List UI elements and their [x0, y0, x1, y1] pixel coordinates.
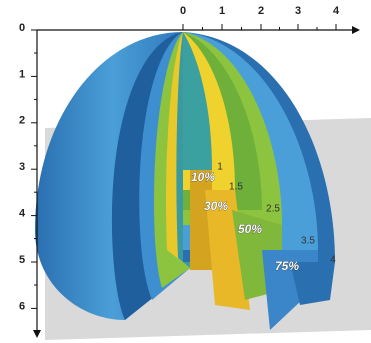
y-tick-label: 6	[19, 300, 25, 312]
x-tick-label: 1	[219, 5, 225, 17]
layer-radius: 3.5	[301, 236, 315, 247]
layer-percent: 30%	[204, 199, 228, 213]
x-tick-label: 4	[333, 5, 340, 17]
y-tick-label: 4	[19, 208, 26, 220]
axes	[33, 26, 360, 338]
y-tick-label: 1	[19, 68, 25, 80]
layer-percent: 50%	[238, 222, 262, 236]
layer-percent: 10%	[191, 170, 215, 184]
x-tick-label: 3	[295, 5, 301, 17]
y-tick-label: 3	[19, 161, 25, 173]
layer-radius: 1.5	[229, 182, 243, 193]
y-tick-label: 5	[19, 254, 25, 266]
y-tick-label: 2	[19, 115, 25, 127]
x-tick-label: 2	[258, 5, 264, 17]
x-tick-label: 0	[180, 5, 186, 17]
x-axis-arrow	[352, 26, 360, 34]
layer-percent: 75%	[275, 259, 299, 273]
dome-left	[35, 32, 190, 320]
y-tick-label: 0	[19, 22, 25, 34]
outer-radius: 4	[330, 255, 336, 266]
y-axis-arrow	[33, 330, 41, 338]
layer-radius: 2.5	[266, 204, 280, 215]
layer-radius: 1	[217, 162, 223, 173]
dome-right	[183, 32, 335, 330]
